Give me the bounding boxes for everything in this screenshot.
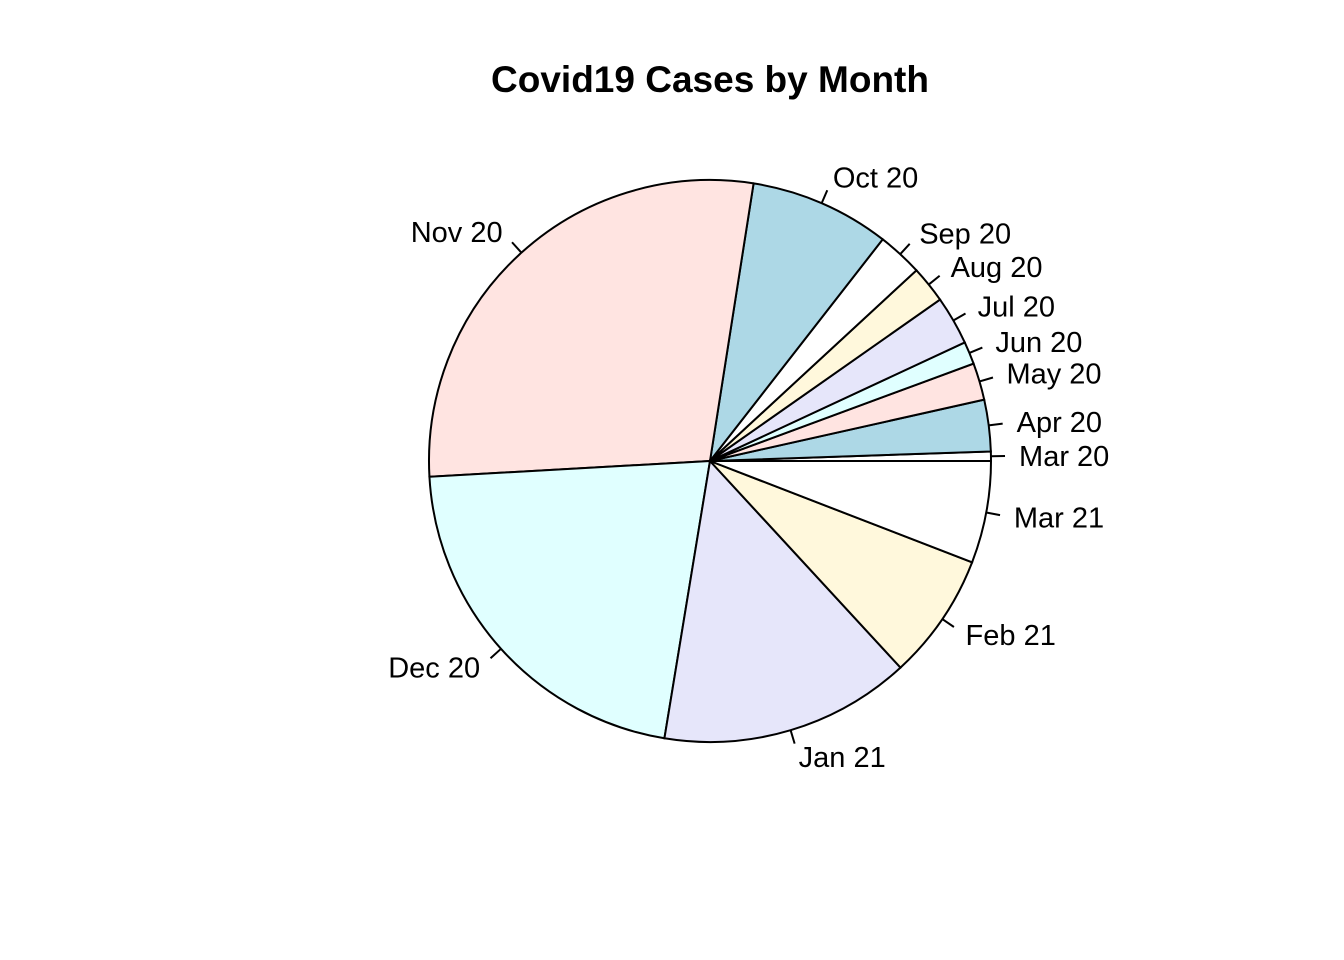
pie-label-apr-20: Apr 20 [1017,407,1102,439]
pie-slice-jan-21 [663,458,902,743]
pie-slices [428,179,993,743]
pie-label-ticks [489,189,1006,744]
pie-tick-jul-20 [952,312,966,322]
pie-label-feb-21: Feb 21 [966,620,1056,652]
pie-tick-dec-20 [489,648,502,659]
pie-tick-oct-20 [820,189,829,204]
pie-tick-nov-20 [511,241,523,254]
pie-label-oct-20: Oct 20 [833,162,918,194]
pie-tick-aug-20 [928,274,941,286]
pie-tick-feb-21 [941,618,955,628]
pie-label-dec-20: Dec 20 [388,653,480,685]
pie-tick-mar-21 [986,511,1001,517]
pie-tick-sep-20 [899,243,911,255]
pie-label-jul-20: Jul 20 [978,291,1055,323]
pie-tick-jun-20 [969,346,983,354]
pie-slice-dec-20 [428,459,712,740]
pie-label-jan-21: Jan 21 [799,742,886,774]
pie-tick-may-20 [979,376,994,383]
pie-label-may-20: May 20 [1006,359,1101,391]
pie-label-mar-20: Mar 20 [1019,441,1109,473]
pie-label-mar-21: Mar 21 [1014,503,1104,535]
pie-slice-oct-20 [708,182,885,465]
pie-label-sep-20: Sep 20 [919,218,1011,250]
pie-label-aug-20: Aug 20 [951,252,1043,284]
pie-label-jun-20: Jun 20 [995,327,1082,359]
chart-title: Covid19 Cases by Month [491,59,929,100]
pie-label-nov-20: Nov 20 [411,217,503,249]
pie-tick-apr-20 [988,422,1003,427]
pie-slice-feb-21 [709,460,974,670]
pie-tick-jan-21 [789,729,796,744]
